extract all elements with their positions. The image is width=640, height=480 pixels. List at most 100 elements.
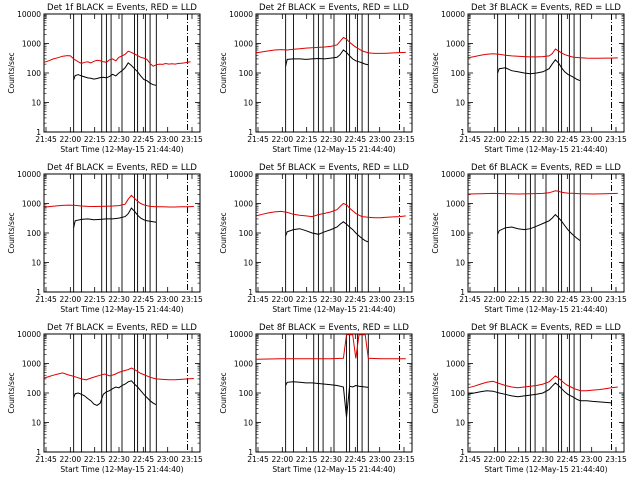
y-tick-label: 10000 <box>17 170 41 179</box>
y-tick-label: 1000 <box>446 360 465 369</box>
lld-series-line <box>255 334 406 360</box>
x-tick-label: 22:00 <box>60 295 82 304</box>
y-tick-label: 100 <box>451 229 466 238</box>
y-tick-label: 100 <box>239 389 254 398</box>
panel-title: Det 5f BLACK = Events, RED = LLD <box>259 163 409 173</box>
x-tick-label: 23:00 <box>157 135 179 144</box>
y-tick-label: 1 <box>460 128 465 137</box>
x-tick-label: 22:00 <box>272 295 294 304</box>
x-tick-label: 21:45 <box>35 295 57 304</box>
x-axis-label: Start Time (12-May-15 21:44:40) <box>484 305 607 314</box>
x-tick-label: 22:00 <box>272 135 294 144</box>
panel-title: Det 4f BLACK = Events, RED = LLD <box>47 163 197 173</box>
y-axis-label: Counts/sec <box>431 52 440 93</box>
events-series-line <box>73 62 157 86</box>
panel-7: Det 7f BLACK = Events, RED = LLD 1 10 100 10… <box>7 323 203 474</box>
x-tick-label: 21:45 <box>459 455 481 464</box>
lld-series-line <box>467 375 618 392</box>
y-axis-label: Counts/sec <box>219 52 228 93</box>
y-axis-label: Counts/sec <box>431 212 440 253</box>
x-tick-label: 22:45 <box>557 135 579 144</box>
lld-series-line <box>43 50 191 67</box>
y-axis-label: Counts/sec <box>7 212 16 253</box>
y-tick-label: 1000 <box>446 200 465 209</box>
x-tick-label: 22:15 <box>296 295 318 304</box>
x-tick-label: 22:45 <box>133 455 155 464</box>
y-tick-label: 1000 <box>234 360 253 369</box>
y-tick-label: 1000 <box>234 40 253 49</box>
panel-6: Det 6f BLACK = Events, RED = LLD 1 10 100 10… <box>431 163 627 314</box>
y-tick-label: 100 <box>27 389 42 398</box>
x-tick-label: 22:00 <box>60 135 82 144</box>
x-tick-label: 22:00 <box>60 455 82 464</box>
x-tick-label: 22:15 <box>84 135 106 144</box>
x-tick-label: 21:45 <box>247 135 269 144</box>
x-tick-label: 21:45 <box>247 455 269 464</box>
x-tick-label: 22:45 <box>345 455 367 464</box>
y-axis-label: Counts/sec <box>7 52 16 93</box>
panel-title: Det 8f BLACK = Events, RED = LLD <box>259 323 409 333</box>
y-tick-label: 1000 <box>446 40 465 49</box>
x-tick-label: 23:15 <box>181 455 203 464</box>
x-tick-label: 22:30 <box>320 295 342 304</box>
panel-4: Det 4f BLACK = Events, RED = LLD 1 10 100 10… <box>7 163 203 314</box>
x-tick-label: 22:30 <box>108 455 130 464</box>
x-tick-label: 23:00 <box>157 455 179 464</box>
events-series-line <box>73 207 157 228</box>
y-tick-label: 10000 <box>17 330 41 339</box>
x-tick-label: 21:45 <box>247 295 269 304</box>
x-axis-label: Start Time (12-May-15 21:44:40) <box>60 145 183 154</box>
panel-title: Det 6f BLACK = Events, RED = LLD <box>471 163 621 173</box>
y-tick-label: 10 <box>455 419 465 428</box>
y-tick-label: 10 <box>31 419 41 428</box>
panel-1: Det 1f BLACK = Events, RED = LLD 1 10 100 10… <box>7 3 203 154</box>
y-tick-label: 10 <box>243 99 253 108</box>
x-tick-label: 22:15 <box>84 295 106 304</box>
x-tick-label: 23:15 <box>393 455 415 464</box>
x-tick-label: 22:45 <box>557 295 579 304</box>
events-series-line <box>497 213 581 242</box>
y-tick-label: 1 <box>460 448 465 457</box>
y-tick-label: 100 <box>27 69 42 78</box>
x-tick-label: 22:45 <box>345 295 367 304</box>
y-tick-label: 10000 <box>229 170 253 179</box>
y-tick-label: 100 <box>451 389 466 398</box>
y-tick-label: 10 <box>31 259 41 268</box>
y-tick-label: 10000 <box>441 330 465 339</box>
lld-series-line <box>43 194 194 208</box>
y-tick-label: 10000 <box>229 330 253 339</box>
x-axis-label: Start Time (12-May-15 21:44:40) <box>272 305 395 314</box>
x-axis-label: Start Time (12-May-15 21:44:40) <box>484 145 607 154</box>
panel-title: Det 9f BLACK = Events, RED = LLD <box>471 323 621 333</box>
y-tick-label: 10 <box>31 99 41 108</box>
y-tick-label: 100 <box>239 69 254 78</box>
x-tick-label: 23:15 <box>605 295 627 304</box>
events-series-line <box>285 221 369 243</box>
events-series-line <box>497 59 581 82</box>
x-tick-label: 22:45 <box>557 455 579 464</box>
y-tick-label: 10 <box>243 259 253 268</box>
x-tick-label: 22:45 <box>133 135 155 144</box>
x-tick-label: 21:45 <box>459 295 481 304</box>
y-tick-label: 10000 <box>441 10 465 19</box>
y-axis-label: Counts/sec <box>219 372 228 413</box>
lld-series-line <box>467 190 618 195</box>
y-tick-label: 1 <box>36 448 41 457</box>
y-tick-label: 1000 <box>234 200 253 209</box>
x-tick-label: 21:45 <box>35 455 57 464</box>
y-axis-label: Counts/sec <box>219 212 228 253</box>
x-tick-label: 22:30 <box>108 295 130 304</box>
x-tick-label: 21:45 <box>459 135 481 144</box>
x-tick-label: 23:00 <box>157 295 179 304</box>
y-axis-label: Counts/sec <box>7 372 16 413</box>
x-axis-label: Start Time (12-May-15 21:44:40) <box>484 465 607 474</box>
x-tick-label: 23:00 <box>581 455 603 464</box>
panel-title: Det 7f BLACK = Events, RED = LLD <box>47 323 197 333</box>
x-tick-label: 22:30 <box>532 295 554 304</box>
panel-title: Det 2f BLACK = Events, RED = LLD <box>259 3 409 13</box>
events-series-line <box>467 382 612 404</box>
y-tick-label: 1000 <box>22 40 41 49</box>
x-tick-label: 23:00 <box>369 295 391 304</box>
lld-series-line <box>43 367 194 381</box>
x-axis-label: Start Time (12-May-15 21:44:40) <box>272 145 395 154</box>
